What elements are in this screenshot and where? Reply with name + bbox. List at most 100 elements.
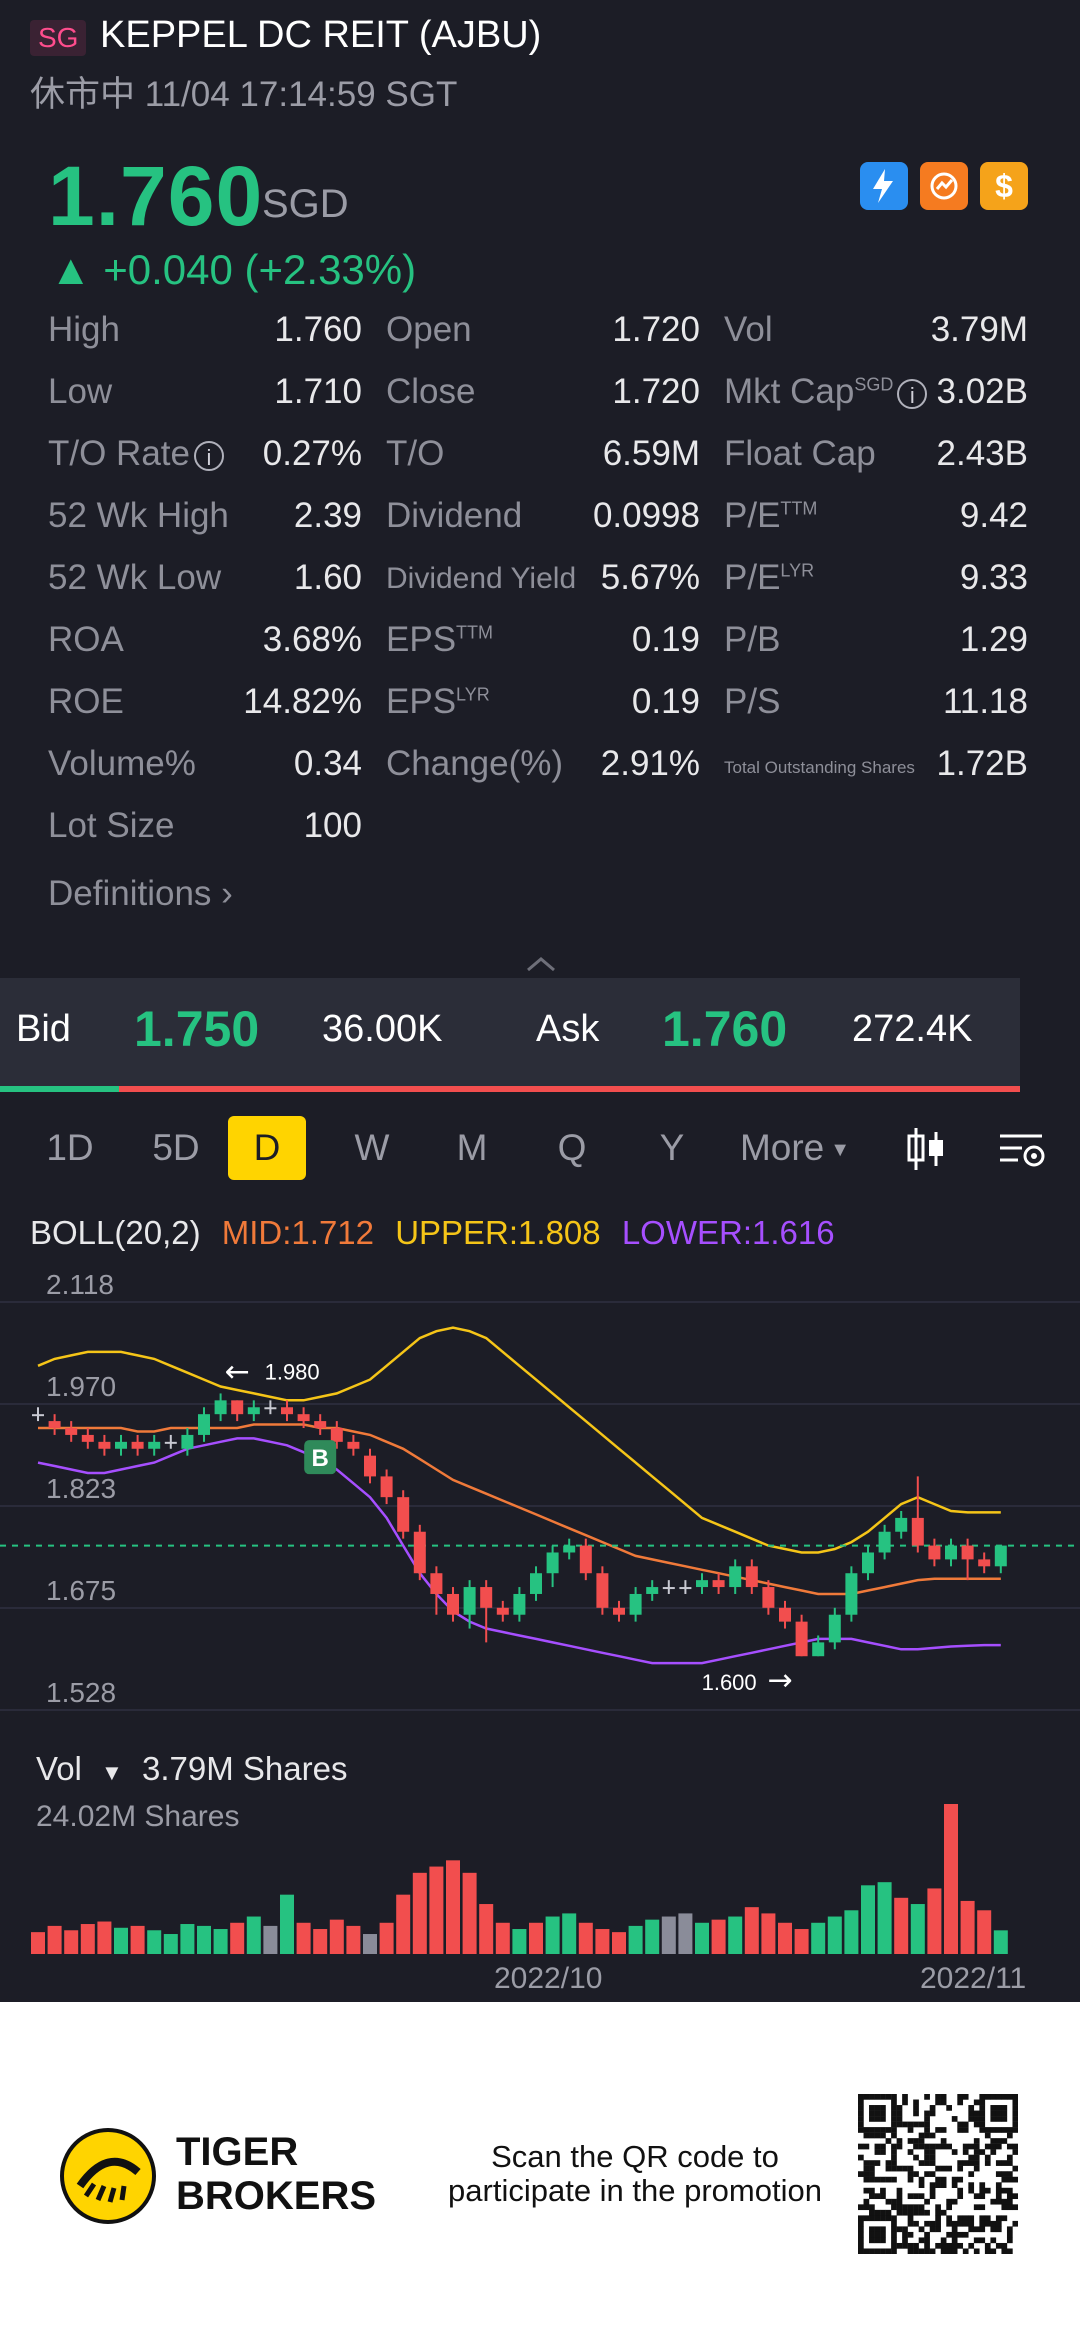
qr-module — [979, 2099, 986, 2106]
dollar-badge-icon[interactable]: $ — [980, 162, 1028, 210]
qr-module — [1001, 2176, 1008, 2183]
stat-value: 1.72B — [936, 744, 1028, 783]
candle-type-icon[interactable] — [904, 1124, 948, 1179]
volume-bar — [595, 1929, 610, 1954]
qr-module — [918, 2209, 925, 2216]
tab-more[interactable]: More ▼ — [730, 1116, 860, 1180]
qr-module — [858, 2094, 864, 2100]
qr-module — [951, 2237, 958, 2244]
qr-module — [869, 2248, 875, 2254]
stock-title[interactable]: KEPPEL DC REIT (AJBU) — [100, 14, 542, 56]
buy-marker-icon — [304, 1440, 337, 1475]
stat-label-sup: TTM — [456, 622, 494, 643]
candle-body — [779, 1607, 791, 1622]
qr-code-icon[interactable] — [858, 2094, 1018, 2254]
definitions-link[interactable]: Definitions › — [48, 874, 233, 913]
volume-bar — [645, 1919, 660, 1954]
tab-1d[interactable]: 1D — [30, 1116, 110, 1180]
qr-module — [946, 2165, 952, 2172]
caret-down-icon: ▼ — [830, 1139, 851, 1162]
candle-body — [961, 1545, 974, 1560]
lightning-1-icon[interactable] — [860, 162, 908, 210]
qr-module — [995, 2160, 1002, 2166]
qr-module — [863, 2143, 870, 2150]
qr-module — [880, 2237, 886, 2244]
stat-label: P/ELYR — [724, 558, 814, 598]
volume-bar — [512, 1929, 527, 1954]
volume-bar — [263, 1925, 278, 1954]
tab-d[interactable]: D — [228, 1116, 306, 1180]
stat-label: EPSLYR — [386, 682, 490, 722]
promo-text: Scan the QR code to participate in the p… — [448, 2139, 822, 2208]
qr-module — [995, 2215, 1002, 2222]
candle-body — [463, 1587, 476, 1615]
candle-body — [32, 1414, 44, 1417]
candle-body — [762, 1587, 775, 1608]
qr-module — [1006, 2143, 1013, 2150]
qr-module — [918, 2138, 925, 2144]
qr-module — [1012, 2121, 1018, 2128]
stat-label-text: ROE — [48, 682, 124, 721]
qr-module — [891, 2226, 897, 2233]
tab-q[interactable]: Q — [532, 1116, 612, 1180]
info-icon[interactable]: i — [193, 440, 224, 471]
qr-module — [951, 2149, 958, 2155]
candle-body — [513, 1593, 526, 1615]
chart-settings-icon[interactable] — [996, 1128, 1048, 1177]
qr-module — [968, 2171, 975, 2177]
stat-label-sup: LYR — [780, 560, 815, 581]
qr-module — [973, 2226, 980, 2233]
qr-module — [935, 2209, 941, 2216]
qr-module — [869, 2160, 875, 2166]
qr-module — [924, 2149, 930, 2155]
qr-module — [858, 2204, 864, 2211]
stat-label-text: Low — [48, 372, 113, 411]
stat-label: 52 Wk Low — [48, 558, 221, 598]
qr-module — [1001, 2248, 1008, 2254]
qr-module — [924, 2094, 930, 2100]
qr-module — [968, 2160, 975, 2166]
qr-module — [891, 2099, 897, 2106]
chevron-up-icon[interactable] — [524, 948, 558, 982]
candle-body — [214, 1400, 227, 1415]
qr-module — [968, 2220, 975, 2227]
qr-module — [990, 2198, 997, 2205]
qr-module — [1012, 2204, 1018, 2211]
candle-body — [563, 1545, 576, 1553]
qr-module — [990, 2149, 997, 2155]
info-icon[interactable]: i — [897, 378, 928, 409]
candle-body — [911, 1517, 924, 1546]
qr-module — [979, 2116, 986, 2122]
candle-body — [928, 1545, 941, 1560]
stat-label: ROA — [48, 620, 124, 660]
qr-module — [1012, 2110, 1018, 2117]
qr-module — [946, 2204, 952, 2211]
qr-module — [907, 2149, 914, 2155]
volume-chart[interactable] — [0, 1790, 1080, 1960]
qr-module — [968, 2116, 975, 2122]
volume-bar — [379, 1922, 394, 1954]
boll-name: BOLL(20,2) — [30, 1214, 201, 1251]
tab-w[interactable]: W — [332, 1116, 412, 1180]
tab-5d[interactable]: 5D — [136, 1116, 216, 1180]
tab-y[interactable]: Y — [632, 1116, 712, 1180]
stat-label-text: 52 Wk High — [48, 496, 229, 535]
qr-module — [962, 2143, 969, 2150]
volume-bar — [778, 1922, 792, 1954]
qr-module — [869, 2204, 875, 2211]
tab-m[interactable]: M — [432, 1116, 512, 1180]
candle-body — [181, 1434, 194, 1449]
volume-bar — [163, 1934, 178, 1954]
qr-module — [896, 2105, 903, 2111]
stat-value: 0.34 — [293, 744, 362, 783]
refresh-badge-icon[interactable] — [920, 162, 968, 210]
stat-label-text: Vol — [724, 310, 773, 349]
candle-body — [978, 1559, 991, 1567]
volume-legend[interactable]: Vol ▼ 3.79M Shares — [36, 1750, 347, 1788]
stat-label: T/O Rate i — [48, 434, 224, 474]
stat-label: Total Outstanding Shares — [724, 758, 915, 778]
candlestick-chart[interactable]: 2.118 1.970 1.823 1.675 1.528 ← 1.980 1.600 → B — [0, 1262, 1080, 1742]
boll-legend[interactable]: BOLL(20,2) MID:1.712 UPPER:1.808 LOWER:1… — [30, 1214, 835, 1252]
qr-module — [874, 2231, 881, 2238]
qr-module — [880, 2193, 886, 2200]
